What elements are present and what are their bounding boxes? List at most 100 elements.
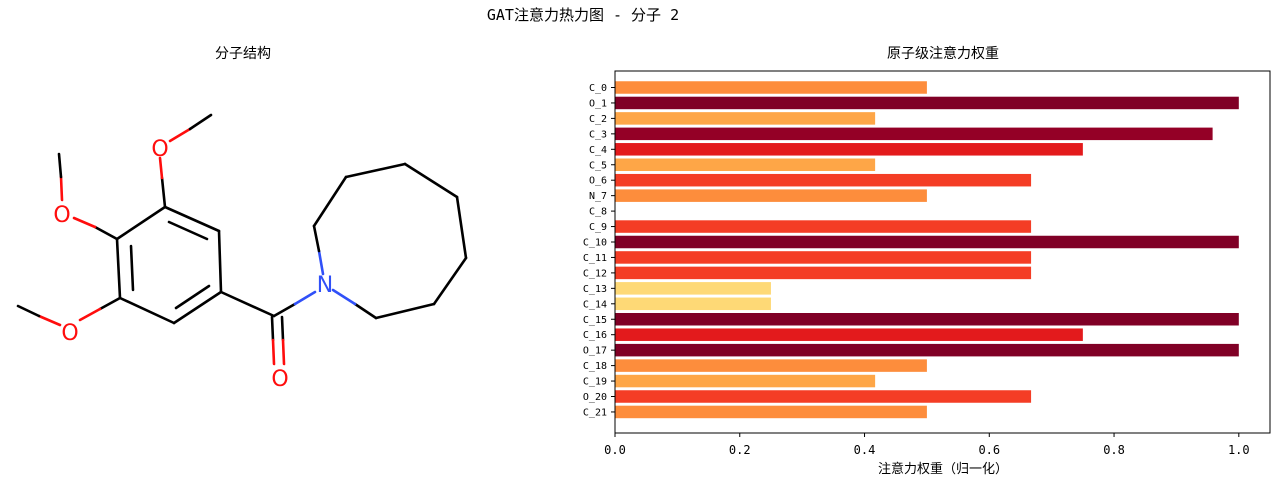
bar-c-11: [615, 251, 1032, 264]
atom-label-o-middle: O: [53, 203, 70, 228]
bar-c-14: [615, 297, 771, 311]
y-tick-label-c-15: C_15: [583, 315, 607, 326]
bond-co-double-2b: [281, 338, 286, 366]
bond-n-ring-b: [312, 224, 321, 253]
y-tick-label-c-8: C_8: [589, 207, 607, 218]
bond-o-ch3-mid-b: [57, 152, 63, 179]
bond-n-ring-a: [317, 249, 325, 276]
bond-co-double-1a: [270, 315, 275, 342]
bar-c-5: [615, 158, 876, 171]
bar-o-20: [615, 390, 1032, 403]
y-tick-label-c-21: C_21: [583, 407, 607, 418]
x-axis-label: 注意力权重（归一化）: [878, 461, 1008, 477]
y-tick-label-o-1: O_1: [589, 98, 607, 109]
bond-c-n-b: [293, 290, 317, 306]
bond-o-ch3-top-a: [168, 127, 192, 143]
bond-o-ch3-bot-a: [37, 314, 62, 327]
atom-label-o-carbonyl: O: [271, 367, 288, 392]
bond-azocane-4: [455, 195, 468, 260]
bar-c-18: [615, 359, 927, 372]
bond-azocane-3: [403, 162, 459, 199]
bar-c-4: [615, 143, 1083, 156]
bond-azocane-7a: [353, 302, 378, 320]
bond-c-o-bot-a: [98, 296, 122, 311]
bar-c-19: [615, 374, 876, 388]
plot-frame: [614, 70, 1271, 434]
bar-c-2: [615, 112, 876, 125]
x-tick-label-1: 0.2: [729, 443, 751, 457]
bond-azocane-6: [374, 302, 436, 320]
bond-ring-2: [217, 229, 223, 294]
bond-ring-carbonyl: [219, 290, 276, 318]
bar-c-10: [615, 235, 1239, 249]
bar-o-1: [615, 96, 1239, 110]
atom-label-o-top: O: [151, 137, 168, 162]
bar-c-9: [615, 220, 1032, 233]
y-tick-label-c-2: C_2: [589, 114, 607, 125]
bond-co-double-1b: [271, 338, 276, 366]
figure-title: GAT注意力热力图 - 分子 2: [487, 6, 679, 24]
y-tick-label-c-16: C_16: [583, 330, 607, 341]
bar-c-3: [615, 127, 1213, 141]
y-tick-label-o-20: O_20: [583, 392, 607, 403]
x-tick-label-2: 0.4: [854, 443, 876, 457]
y-tick-label-c-13: C_13: [583, 284, 607, 295]
y-tick-label-c-12: C_12: [583, 268, 607, 279]
bond-ring-inner-1: [167, 220, 209, 241]
bond-azocane-2: [344, 162, 407, 179]
y-tick-label-n-7: N_7: [589, 191, 607, 202]
atom-label-o-bottom: O: [61, 321, 78, 346]
atom-label-n: N: [317, 273, 333, 298]
y-tick-label-c-0: C_0: [589, 83, 607, 94]
bond-o-ch3-top-b: [188, 113, 213, 131]
bond-c-o-mid-b: [72, 216, 97, 229]
molecule-panel: 分子结构: [16, 46, 468, 392]
bond-ring-4: [118, 296, 176, 325]
bond-azocane-5: [432, 256, 468, 306]
bond-c-o-top-a: [160, 176, 167, 209]
bond-c-o-top-b: [158, 156, 164, 180]
bond-ring-6: [115, 205, 167, 241]
attention-chart: 原子级注意力权重 C_0 O_1 C_2 C_3 C_4 C_5 O_6 N_7 C_8 C_9 C…: [583, 45, 1271, 477]
bar-o-6: [615, 173, 1032, 187]
y-tick-label-o-17: O_17: [583, 346, 607, 357]
bond-ring-5: [115, 237, 122, 300]
chart-title: 原子级注意力权重: [887, 45, 999, 62]
x-tick-label-4: 0.8: [1103, 443, 1125, 457]
bar-c-16: [615, 328, 1083, 341]
bar-n-7: [615, 189, 927, 202]
bond-ring-inner-3: [129, 244, 135, 292]
bar-c-12: [615, 266, 1032, 280]
bond-azocane-7b: [331, 288, 357, 306]
y-tick-label-c-19: C_19: [583, 377, 607, 388]
y-tick-label-c-3: C_3: [589, 129, 607, 140]
y-tick-label-c-4: C_4: [589, 145, 607, 156]
bar-o-17: [615, 343, 1239, 357]
bond-o-ch3-bot-b: [16, 304, 41, 318]
bond-c-o-bot-b: [78, 307, 102, 322]
bar-c-21: [615, 405, 927, 419]
molecule-structure: [16, 113, 468, 366]
x-tick-label-3: 0.6: [978, 443, 1000, 457]
bond-ring-inner-2: [174, 284, 211, 310]
y-tick-label-c-18: C_18: [583, 361, 607, 372]
x-tick-label-5: 1.0: [1228, 443, 1250, 457]
bond-c-n-a: [272, 302, 297, 318]
bond-ring-3: [172, 290, 223, 325]
y-tick-label-c-5: C_5: [589, 160, 607, 171]
bond-c-o-mid-a: [93, 225, 119, 241]
bar-c-13: [615, 282, 771, 295]
y-tick-label-c-10: C_10: [583, 238, 607, 249]
y-tick-labels: C_0 O_1 C_2 C_3 C_4 C_5 O_6 N_7 C_8 C_9 C_10 C_11 C_…: [583, 83, 615, 418]
y-tick-label-c-9: C_9: [589, 222, 607, 233]
x-tick-label-0: 0.0: [604, 443, 626, 457]
molecule-panel-title: 分子结构: [215, 46, 271, 62]
bond-o-ch3-mid-a: [59, 175, 64, 202]
bond-ring-1: [163, 205, 221, 233]
y-tick-label-o-6: O_6: [589, 176, 607, 187]
x-ticks: 0.0 0.2 0.4 0.6 0.8 1.0: [604, 433, 1250, 457]
bar-c-0: [615, 81, 927, 94]
bar-c-15: [615, 313, 1239, 326]
bond-azocane-1: [312, 175, 348, 228]
